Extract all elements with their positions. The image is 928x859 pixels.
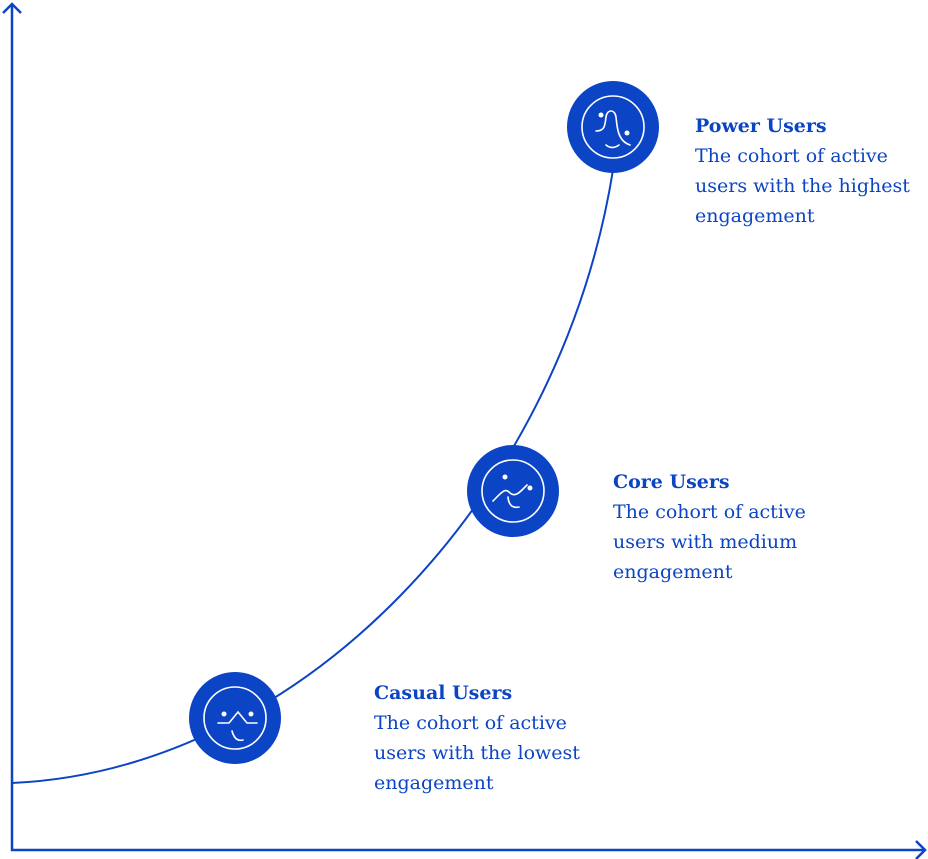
stage-description: The cohort of active users with the lowe…	[374, 712, 580, 794]
casual-users-label: Casual Users The cohort of active users …	[374, 678, 594, 798]
casual-users-icon	[189, 672, 281, 764]
stage-description: The cohort of active users with medium e…	[613, 501, 806, 583]
x-axis-arrow	[915, 840, 927, 859]
core-users-label: Core Users The cohort of active users wi…	[613, 467, 833, 587]
power-users-icon	[567, 81, 659, 173]
core-users-icon	[467, 445, 559, 537]
stage-title: Power Users	[695, 115, 827, 137]
stage-title: Core Users	[613, 471, 730, 493]
stage-description: The cohort of active users with the high…	[695, 145, 910, 227]
power-users-label: Power Users The cohort of active users w…	[695, 111, 920, 231]
y-axis-arrow	[2, 2, 22, 14]
growth-curve	[11, 169, 614, 784]
stage-title: Casual Users	[374, 682, 513, 704]
